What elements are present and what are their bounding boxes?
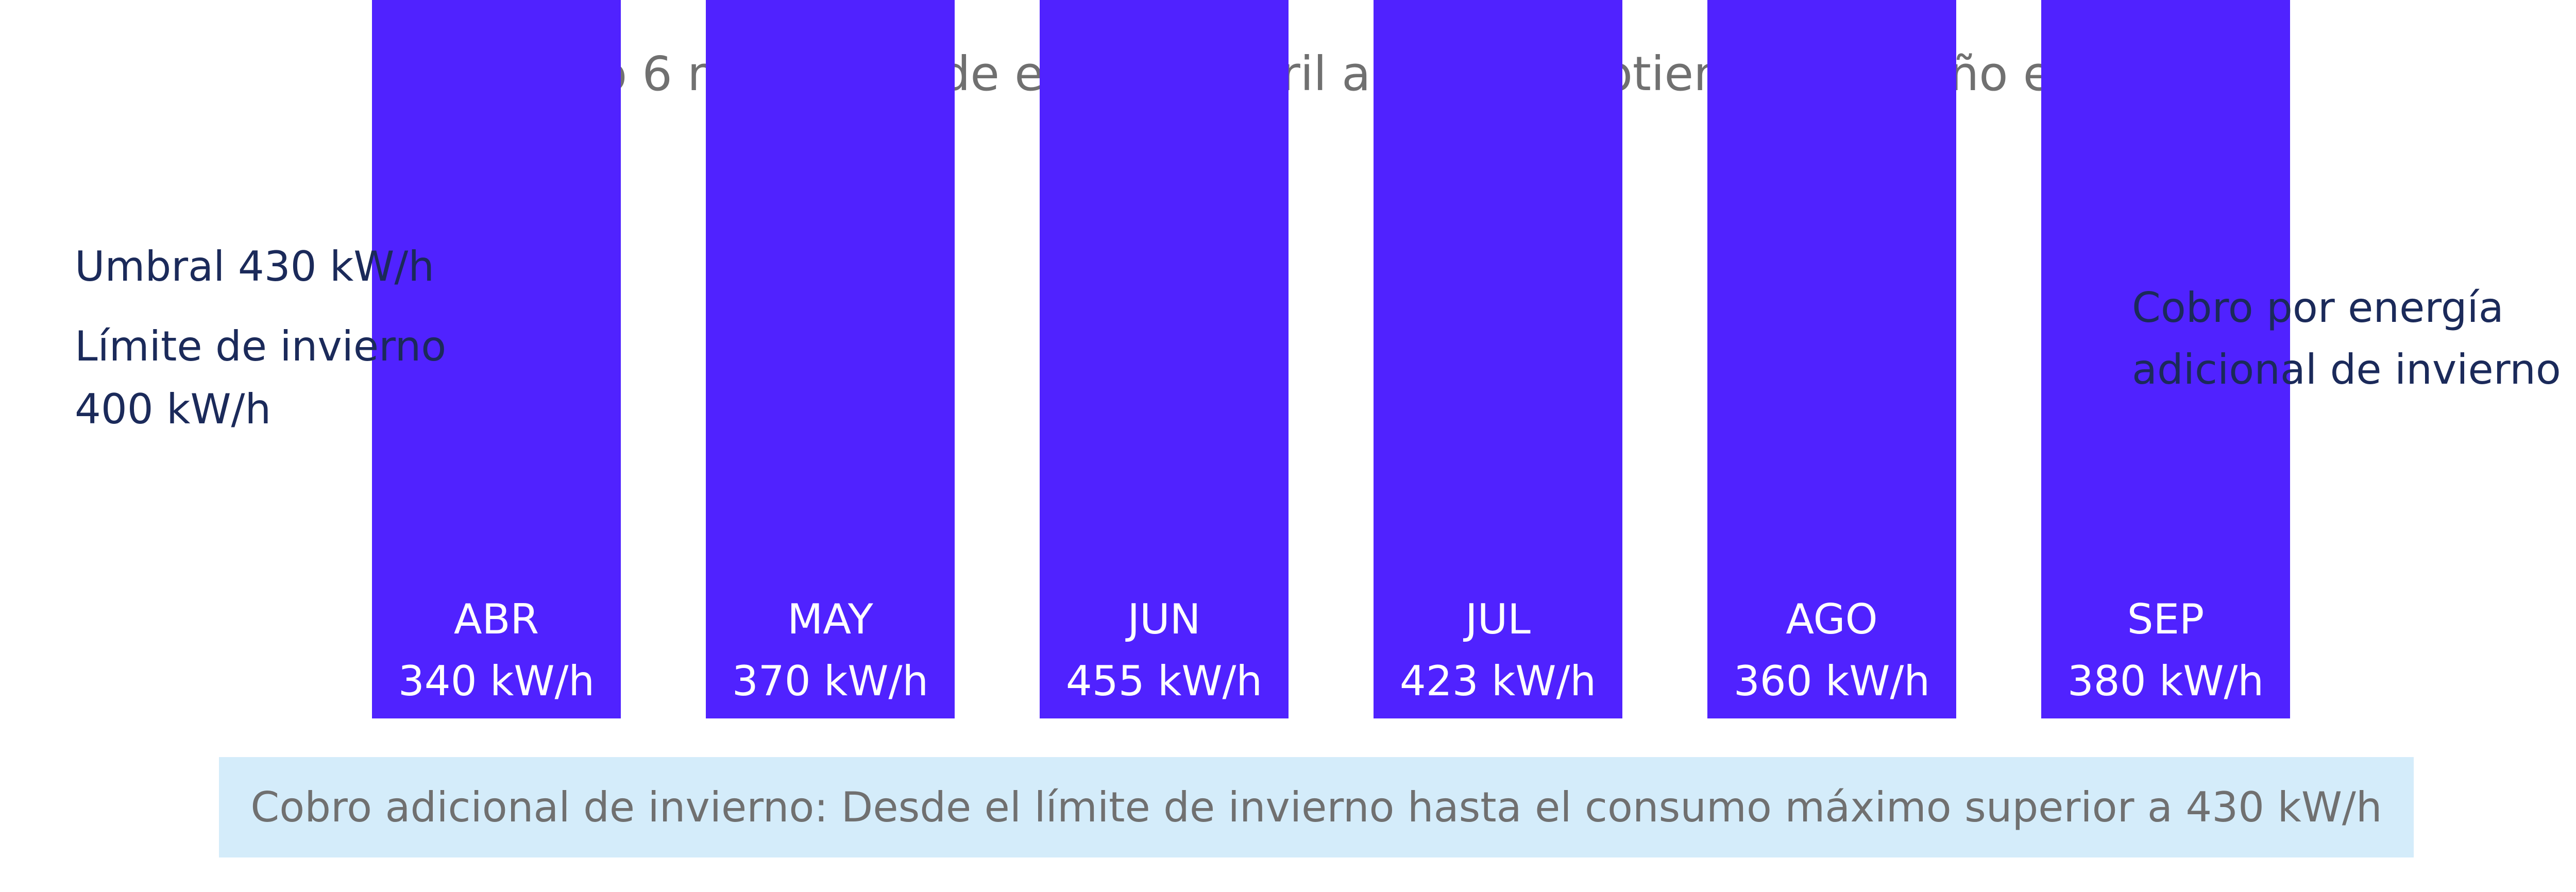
reference-lines: Umbral 430 kW/h Límite de invierno 400 kW/… xyxy=(75,243,446,433)
bars-group: ABR 340 kW/h MAY 370 kW/h JUN 455 kW/h JUL 423 … xyxy=(372,0,2290,719)
footer-box xyxy=(219,757,2414,857)
bar-abr xyxy=(372,0,621,719)
reference-line-label: Umbral 430 kW/h xyxy=(75,243,434,290)
bar-jul xyxy=(1374,0,1622,719)
bar-category-label: JUN xyxy=(1125,595,1201,643)
bar-value-label: 455 kW/h xyxy=(1066,657,1262,705)
footer-note: Cobro adicional de invierno: Desde el lí… xyxy=(250,783,2382,831)
bracket-annotation: Cobro por energía adicional de invierno xyxy=(2132,284,2561,393)
reference-line-label: Límite de invierno xyxy=(75,322,446,370)
bar-may xyxy=(706,0,955,718)
bar-ago xyxy=(1707,0,1956,718)
bar-value-label: 340 kW/h xyxy=(398,657,595,705)
bracket-annotation-text: adicional de invierno xyxy=(2132,346,2561,393)
bar-category-label: JUL xyxy=(1463,595,1531,643)
reference-line-label: 400 kW/h xyxy=(75,385,271,433)
bar-category-label: SEP xyxy=(2127,595,2205,643)
bar-category-label: ABR xyxy=(454,595,539,643)
bracket-annotation-text: Cobro por energía xyxy=(2132,284,2504,332)
bar-sep xyxy=(2041,0,2290,718)
bar-value-label: 370 kW/h xyxy=(732,657,928,705)
bar-jun xyxy=(1040,0,1289,718)
bar-category-label: MAY xyxy=(787,595,874,643)
bar-category-label: AGO xyxy=(1786,595,1877,643)
bar-value-label: 360 kW/h xyxy=(1734,657,1930,705)
bar-value-label: 380 kW/h xyxy=(2067,657,2264,705)
bar-value-label: 423 kW/h xyxy=(1400,657,1596,705)
